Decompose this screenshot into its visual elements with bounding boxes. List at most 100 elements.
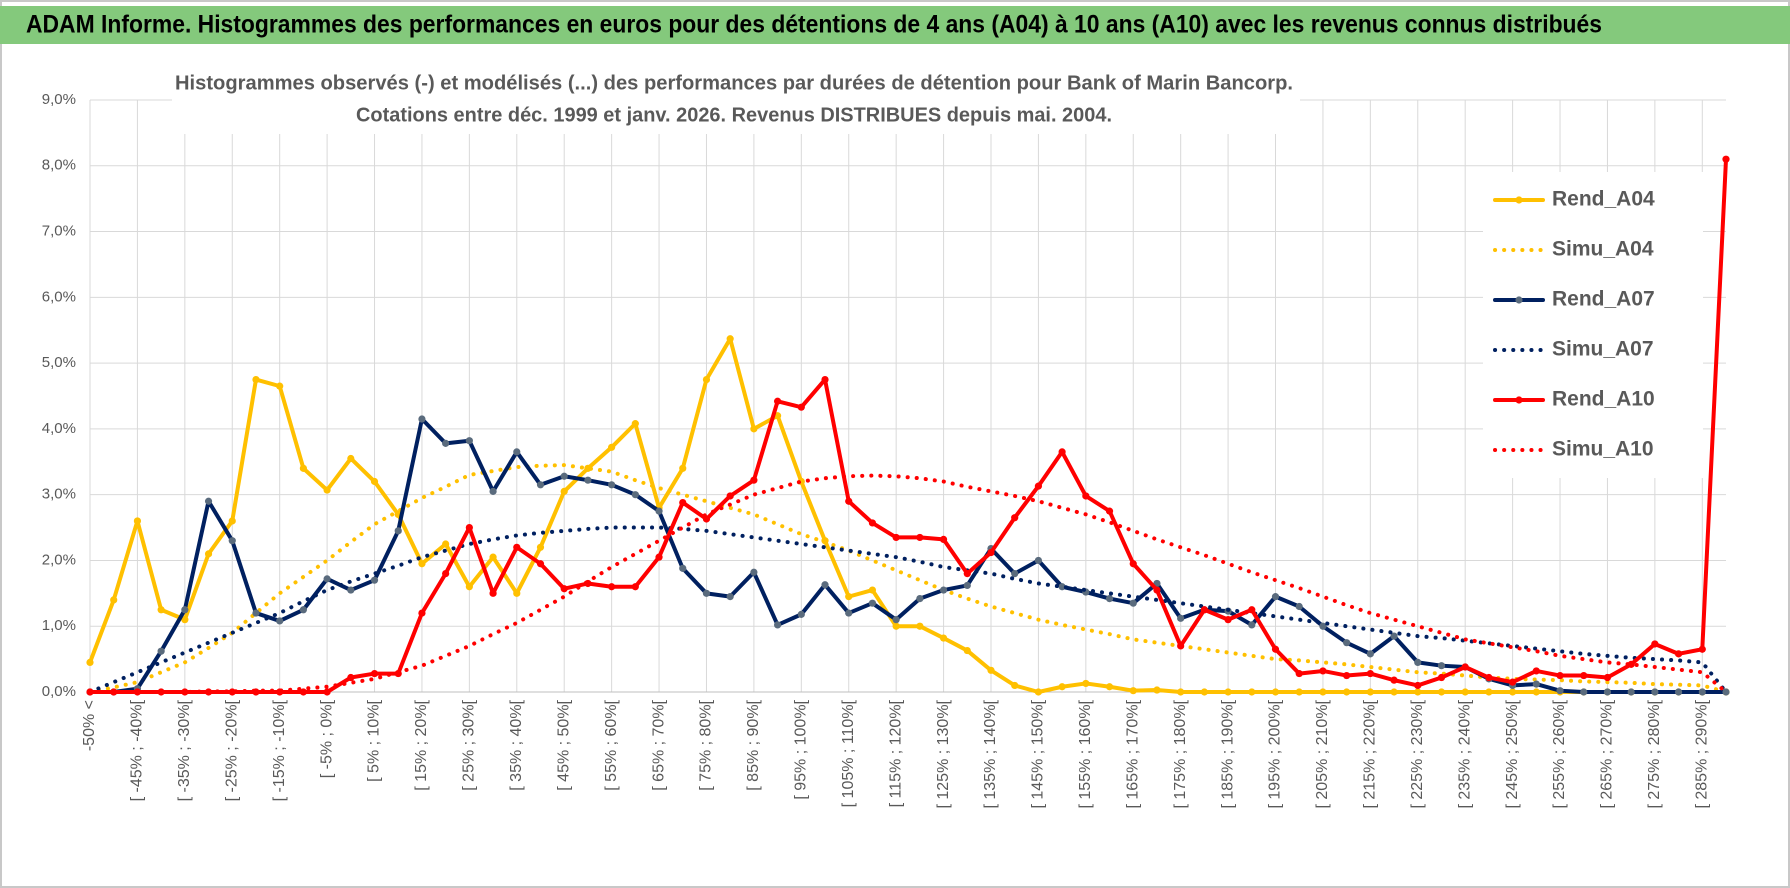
x-tick-label: [ 25% ; 30%[: [461, 699, 478, 790]
marker: [1674, 650, 1683, 658]
y-tick-label: 4,0%: [42, 420, 76, 437]
marker: [1556, 687, 1564, 695]
x-tick-label: [ -35% ; -30%[: [176, 699, 193, 801]
marker: [442, 570, 450, 578]
plot-area: 0,0% 1,0% 2,0% 3,0% 4,0% 5,0% 6,0% 7,0% 8,0% 9,0%…: [42, 91, 1730, 809]
marker: [1105, 683, 1114, 691]
x-tick-label: [ 35% ; 40%[: [508, 699, 525, 790]
model-line: [88, 473, 1728, 694]
marker: [1698, 645, 1706, 653]
marker: [868, 519, 877, 527]
marker: [797, 610, 805, 618]
y-tick-label: 5,0%: [42, 354, 76, 371]
marker: [1461, 663, 1469, 671]
marker: [1248, 606, 1256, 614]
marker: [1177, 614, 1185, 622]
marker: [963, 581, 971, 590]
marker: [157, 647, 165, 655]
marker: [1011, 681, 1019, 690]
marker: [1603, 673, 1612, 682]
marker: [1105, 594, 1114, 603]
marker: [1627, 688, 1635, 696]
marker: [513, 448, 521, 456]
marker: [1177, 642, 1185, 650]
marker: [963, 570, 971, 578]
legend-label: Rend_A04: [1552, 188, 1655, 211]
y-tick-label: 0,0%: [42, 683, 76, 700]
marker: [513, 589, 521, 597]
marker: [1461, 688, 1469, 696]
marker: [370, 477, 379, 486]
marker: [1556, 671, 1564, 680]
marker: [1248, 688, 1256, 696]
marker: [110, 596, 118, 604]
marker: [1295, 688, 1303, 696]
x-tick-label: [ -25% ; -20%[: [223, 699, 240, 801]
marker: [489, 553, 497, 561]
marker: [1271, 688, 1280, 696]
marker: [347, 586, 355, 594]
x-tick-label: [ 205% ; 210%[: [1314, 699, 1331, 808]
x-tick-label: [ 125% ; 130%[: [935, 699, 952, 808]
marker: [418, 415, 426, 423]
x-tick-label: [ 65% ; 70%[: [650, 699, 667, 790]
marker: [939, 634, 948, 642]
marker: [1390, 688, 1398, 696]
marker: [892, 616, 900, 624]
marker: [418, 560, 426, 568]
marker: [513, 543, 521, 551]
marker: [536, 543, 545, 551]
marker: [560, 487, 568, 495]
model-line: [88, 463, 1728, 694]
x-tick-label: [ 135% ; 140%[: [982, 699, 999, 808]
marker: [1200, 606, 1208, 614]
marker: [204, 497, 213, 505]
x-tick-label: [ -15% ; -10%[: [271, 699, 288, 801]
marker: [631, 583, 639, 591]
legend-label: Simu_A10: [1552, 438, 1654, 461]
marker: [868, 586, 877, 594]
x-tick-label: [ 5% ; 10%[: [366, 699, 383, 781]
marker: [1366, 650, 1374, 658]
marker: [1105, 507, 1114, 515]
marker: [1034, 482, 1043, 490]
marker: [1129, 560, 1137, 568]
x-tick-label: [ 255% ; 260%[: [1551, 699, 1568, 808]
marker: [323, 486, 331, 494]
marker: [892, 622, 900, 630]
y-tick-label: 3,0%: [42, 486, 76, 503]
marker: [1366, 669, 1374, 678]
marker: [584, 476, 592, 484]
marker: [299, 464, 307, 472]
marker: [916, 533, 924, 542]
marker: [631, 491, 639, 499]
marker: [1698, 688, 1706, 696]
marker: [631, 420, 639, 428]
legend-marker: [1515, 196, 1523, 204]
legend-label: Simu_A04: [1552, 238, 1654, 261]
marker: [1011, 514, 1019, 522]
chart-title: Histogrammes observés (-) et modélisés (…: [175, 72, 1293, 94]
marker: [1366, 688, 1374, 696]
marker: [608, 583, 616, 591]
marker: [1651, 640, 1659, 648]
marker: [1651, 688, 1659, 696]
marker: [1058, 448, 1066, 456]
marker: [442, 540, 450, 548]
marker: [489, 487, 497, 495]
x-tick-label: [ 225% ; 230%[: [1409, 699, 1426, 808]
marker: [1224, 616, 1232, 624]
marker: [1414, 681, 1422, 690]
marker: [1271, 593, 1280, 601]
marker: [963, 646, 971, 655]
marker: [228, 537, 236, 545]
marker: [442, 439, 450, 447]
x-tick-label: [ -45% ; -40%[: [129, 699, 146, 801]
marker: [370, 669, 379, 678]
marker: [1224, 688, 1232, 696]
marker: [1603, 688, 1612, 696]
marker: [939, 586, 948, 594]
x-tick-label: [ 75% ; 80%[: [698, 699, 715, 790]
marker: [1509, 678, 1517, 686]
x-tick-label: [ 155% ; 160%[: [1077, 699, 1094, 808]
